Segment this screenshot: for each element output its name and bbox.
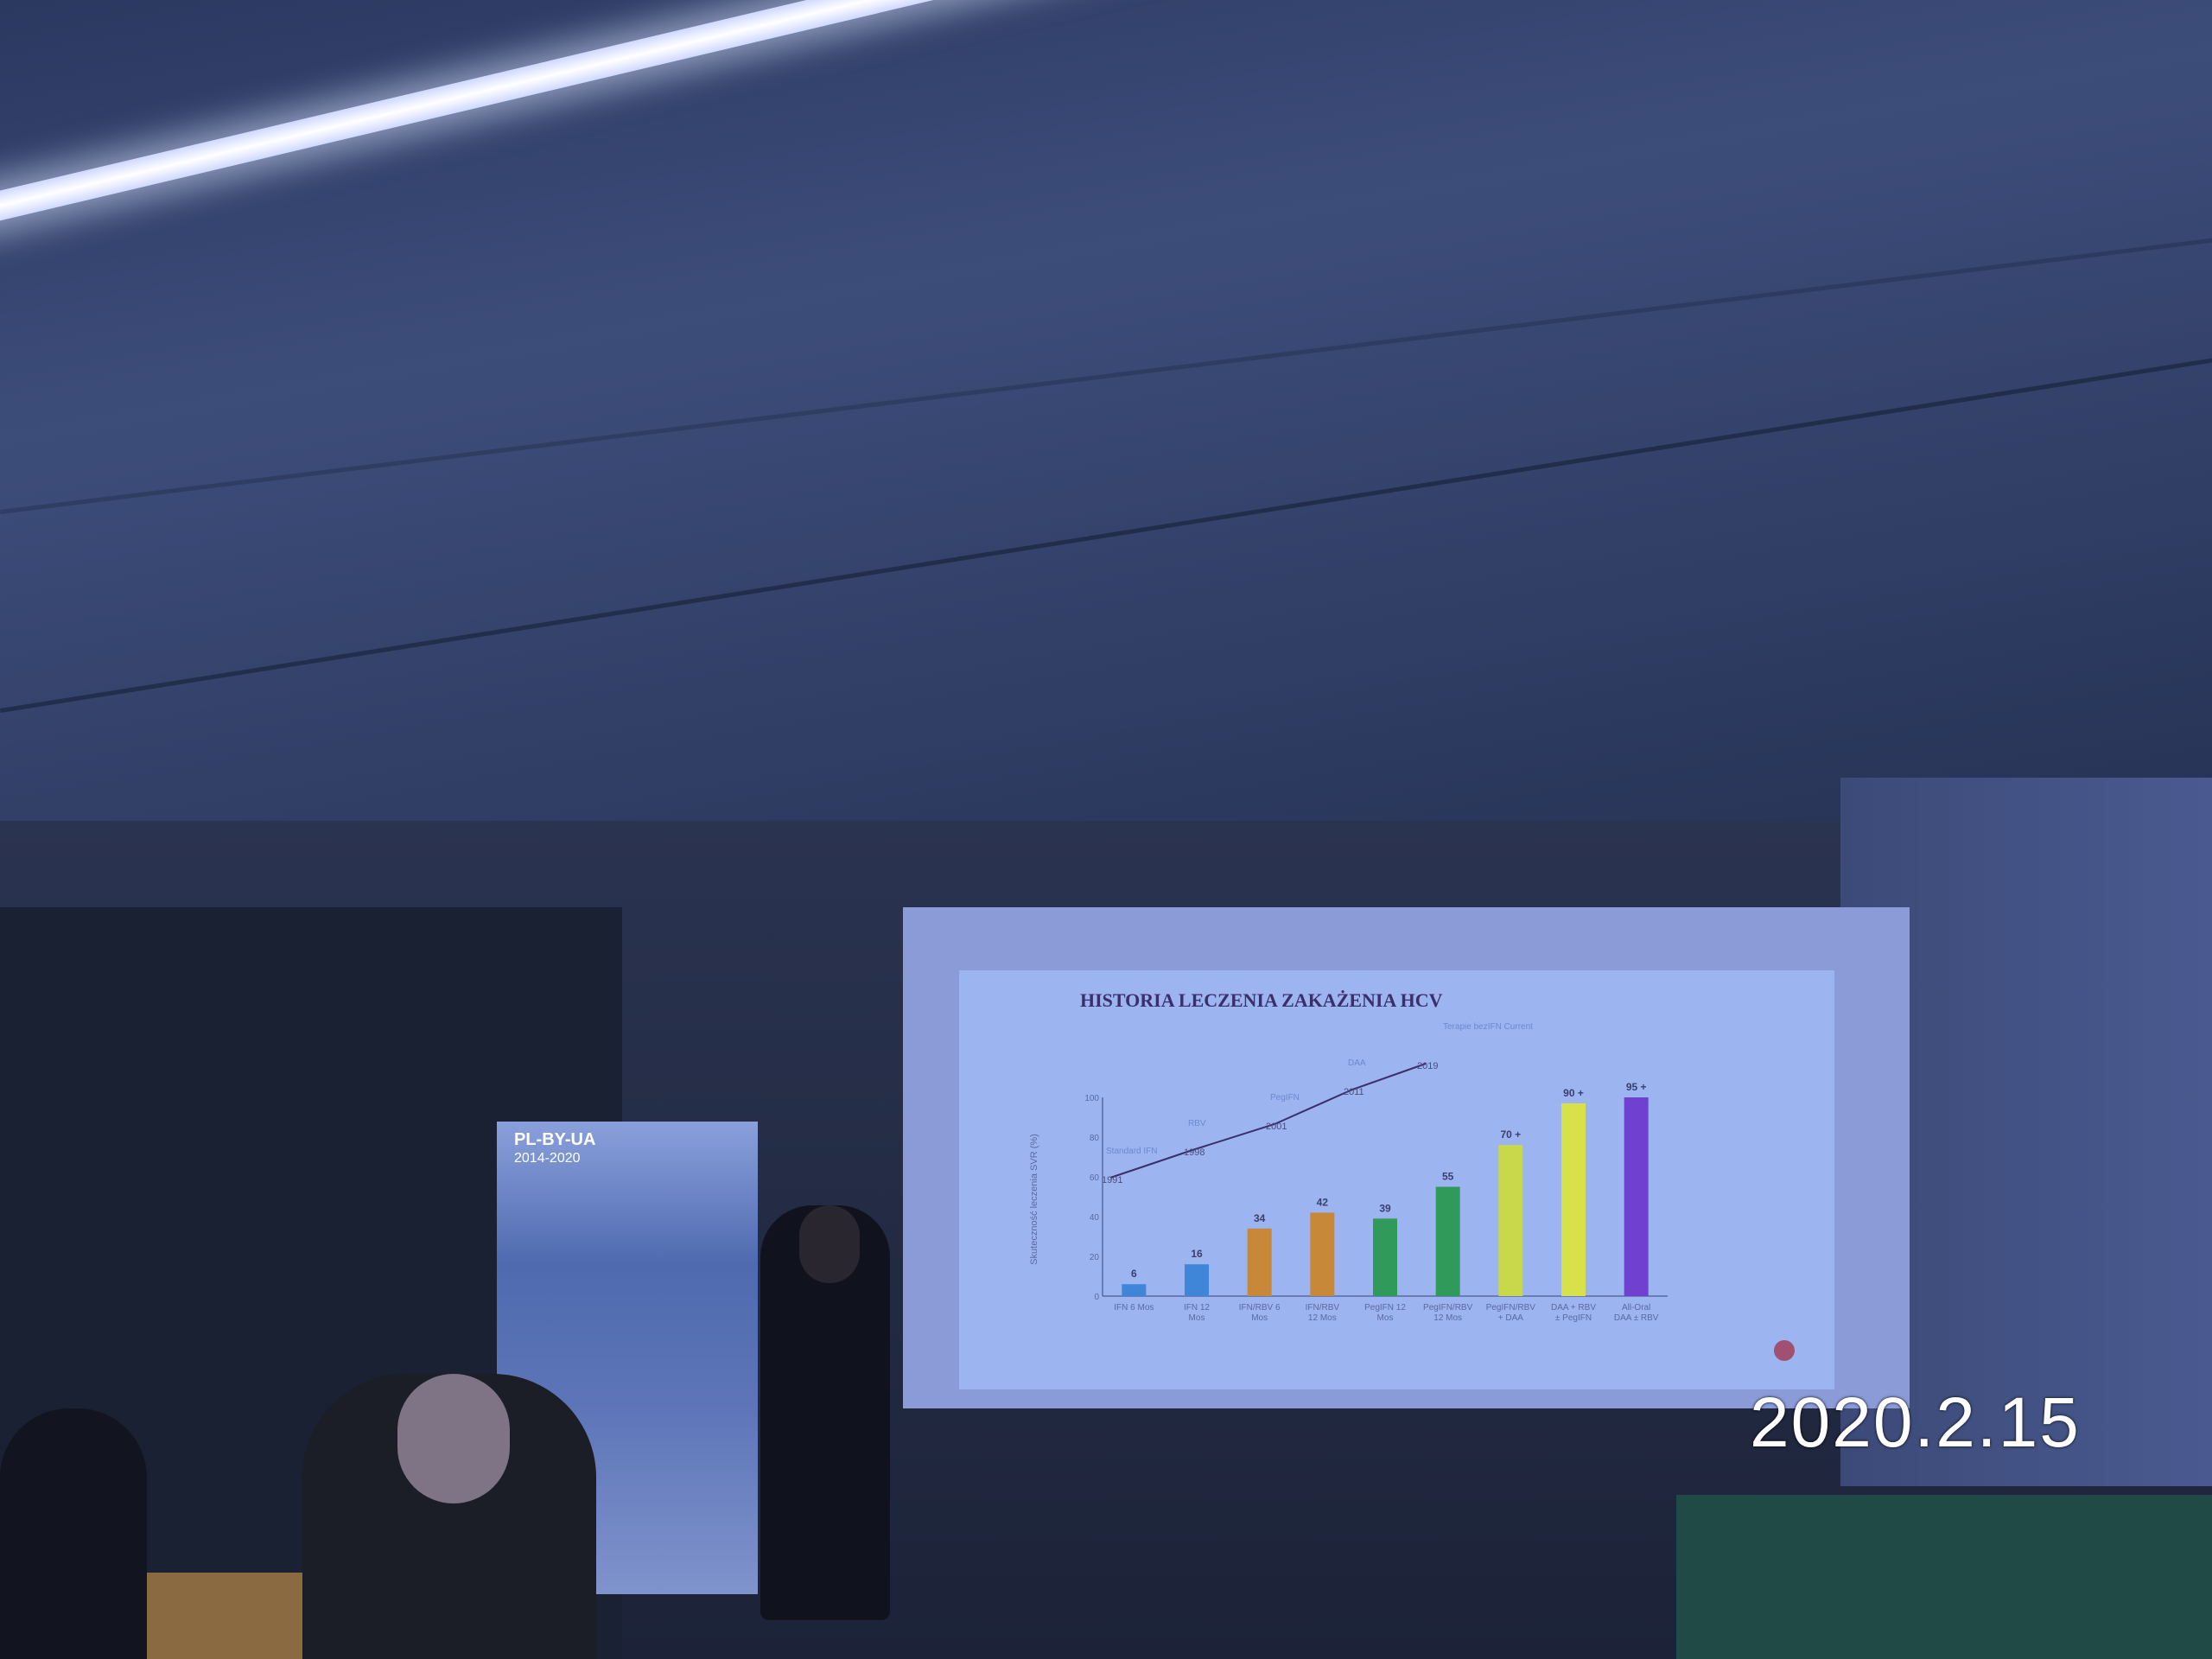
bar	[1373, 1218, 1397, 1296]
bar-value-label: 34	[1254, 1212, 1266, 1224]
bar-value-label: 95 +	[1626, 1081, 1647, 1093]
y-tick-label: 80	[1090, 1134, 1100, 1143]
bar	[1435, 1186, 1460, 1296]
x-tick-label: IFN 6 Mos	[1114, 1303, 1154, 1313]
x-tick-label: PegIFN/RBV + DAA	[1486, 1303, 1536, 1323]
bar	[1624, 1097, 1649, 1296]
x-tick-label: PegIFN/RBV 12 Mos	[1423, 1303, 1473, 1323]
presenter-head	[799, 1205, 860, 1283]
x-tick-label: PegIFN 12 Mos	[1364, 1303, 1406, 1323]
timeline-year: 2001	[1266, 1122, 1287, 1132]
bar-value-label: 16	[1191, 1248, 1203, 1260]
y-tick-label: 20	[1090, 1253, 1100, 1262]
banner-title: PL-BY-UA	[514, 1130, 596, 1149]
timeline-label: Terapie bezIFN Current	[1443, 1022, 1533, 1032]
bar	[1310, 1212, 1335, 1296]
timeline-label: PegIFN	[1270, 1093, 1300, 1103]
bar	[1122, 1284, 1147, 1296]
bar-value-label: 42	[1317, 1196, 1329, 1208]
y-tick-label: 60	[1090, 1173, 1100, 1183]
ceiling	[0, 0, 2212, 864]
bar-value-label: 90 +	[1563, 1087, 1584, 1099]
timeline-year: 2019	[1417, 1061, 1438, 1071]
y-tick-label: 100	[1084, 1094, 1099, 1103]
timeline-label: RBV	[1188, 1119, 1206, 1128]
x-tick-label: DAA + RBV ± PegIFN	[1551, 1303, 1596, 1323]
slide-title: HISTORIA LECZENIA ZAKAŻENIA HCV	[1080, 989, 1443, 1011]
x-tick-label: IFN 12 Mos	[1184, 1303, 1210, 1323]
timeline-year: 1998	[1184, 1147, 1205, 1158]
x-tick-label: IFN/RBV 6 Mos	[1239, 1303, 1281, 1323]
timeline-label: Standard IFN	[1106, 1147, 1157, 1156]
bar	[1498, 1145, 1523, 1296]
table	[1676, 1495, 2212, 1659]
bar-value-label: 55	[1442, 1171, 1454, 1183]
timeline-label: DAA	[1348, 1058, 1366, 1068]
bar	[1185, 1264, 1209, 1296]
date-stamp: 2020.2.15	[1750, 1383, 2081, 1462]
bar-value-label: 39	[1379, 1202, 1391, 1214]
y-tick-label: 0	[1094, 1293, 1099, 1302]
audience-member-head	[397, 1374, 510, 1503]
presentation-slide: HISTORIA LECZENIA ZAKAŻENIA HCV Skuteczn…	[959, 970, 1834, 1389]
bar-value-label: 70 +	[1500, 1128, 1521, 1141]
timeline-year: 2011	[1344, 1087, 1364, 1097]
x-tick-label: All-Oral DAA ± RBV	[1614, 1303, 1659, 1323]
y-axis-label: Skuteczność leczenia SVR (%)	[1029, 1134, 1039, 1265]
audience-member	[0, 1408, 147, 1659]
banner-years: 2014-2020	[514, 1151, 581, 1166]
timeline-arrow	[1109, 1063, 1427, 1179]
bar	[1247, 1228, 1272, 1296]
logo-dot	[1774, 1340, 1795, 1361]
timeline-year: 1991	[1102, 1175, 1122, 1185]
bar	[1561, 1103, 1586, 1296]
y-tick-label: 40	[1090, 1213, 1100, 1223]
x-tick-label: IFN/RBV 12 Mos	[1306, 1303, 1340, 1323]
bar-chart: HISTORIA LECZENIA ZAKAŻENIA HCV Skuteczn…	[1029, 989, 1795, 1361]
bar-value-label: 6	[1131, 1268, 1137, 1280]
